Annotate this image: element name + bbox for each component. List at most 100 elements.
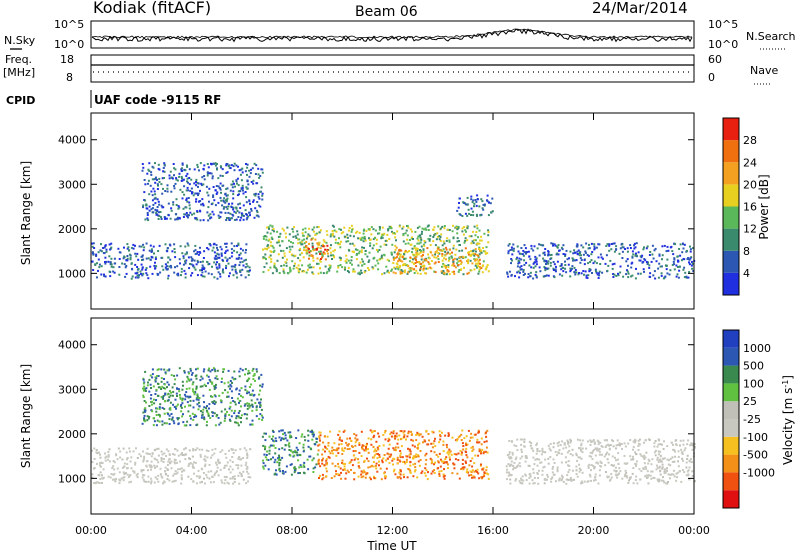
data-cell [533,476,536,479]
data-cell [689,444,692,447]
data-cell [463,241,466,244]
data-cell [443,242,446,245]
data-cell [423,258,426,261]
data-cell [669,457,672,460]
data-cell [593,442,596,445]
data-cell [160,450,163,453]
data-cell [289,431,292,434]
data-cell [403,251,406,254]
data-cell [590,469,592,472]
data-cell [383,454,386,456]
data-cell [148,464,151,467]
data-cell [195,200,197,203]
data-cell [225,476,228,479]
data-cell [511,253,514,256]
data-cell [673,460,676,463]
data-cell [289,268,292,271]
data-cell [260,186,263,189]
data-cell [443,265,446,268]
data-cell [590,464,593,467]
data-cell [535,275,538,278]
data-cell [279,470,282,473]
data-cell [185,251,188,254]
data-cell [380,237,383,240]
data-cell [584,251,587,254]
data-cell [646,263,649,265]
data-cell [448,273,451,276]
data-cell [419,267,422,270]
data-cell [245,449,248,452]
data-cell [213,242,216,245]
data-cell [309,455,312,458]
data-cell [626,270,629,273]
data-cell [339,259,342,262]
data-cell [533,482,536,485]
data-cell [418,225,421,228]
data-cell [152,211,155,214]
data-cell [376,259,379,262]
x-axis-label: Time UT [366,539,417,553]
data-cell [132,470,135,473]
data-cell [124,472,127,475]
data-cell [269,250,272,253]
data-cell [446,237,449,240]
data-cell [273,440,276,443]
data-cell [306,458,309,461]
data-cell [678,248,681,250]
data-cell [679,254,682,257]
data-cell [565,461,568,464]
data-cell [146,274,149,277]
data-cell [587,480,590,483]
data-cell [681,457,684,460]
data-cell [219,174,222,177]
data-cell [219,245,222,248]
data-cell [461,249,464,252]
data-cell [536,464,539,467]
data-cell [239,190,242,193]
data-cell [217,474,220,477]
data-cell [617,472,620,475]
data-cell [236,244,238,247]
data-cell [433,440,436,443]
data-cell [427,471,429,474]
data-cell [588,270,591,273]
data-cell [441,255,444,257]
data-cell [565,249,568,252]
data-cell [203,477,205,480]
data-cell [615,245,618,248]
data-cell [283,255,286,258]
data-cell [484,250,487,253]
data-cell [176,417,179,420]
data-cell [170,413,173,415]
data-cell [371,247,374,250]
data-cell [520,477,522,480]
data-cell [143,480,146,483]
data-cell [344,268,346,271]
data-cell [189,404,192,407]
data-cell [601,257,604,260]
data-cell [386,258,389,261]
data-cell [473,470,476,473]
data-cell [167,202,170,205]
data-cell [360,238,363,241]
data-cell [325,230,328,233]
data-cell [529,275,532,278]
data-cell [124,275,127,278]
y-tick-label: 1000 [58,472,86,485]
data-cell [420,232,423,235]
data-cell [342,231,345,234]
data-cell [429,457,432,460]
data-cell [204,270,207,273]
data-cell [147,168,150,171]
data-cell [130,277,133,280]
data-cell [587,274,590,277]
data-cell [207,382,209,385]
data-cell [673,263,675,266]
data-cell [472,241,475,244]
data-cell [522,274,525,276]
data-cell [212,196,215,198]
data-cell [220,479,223,482]
data-cell [199,219,202,222]
data-cell [186,395,189,398]
data-cell [620,443,623,445]
